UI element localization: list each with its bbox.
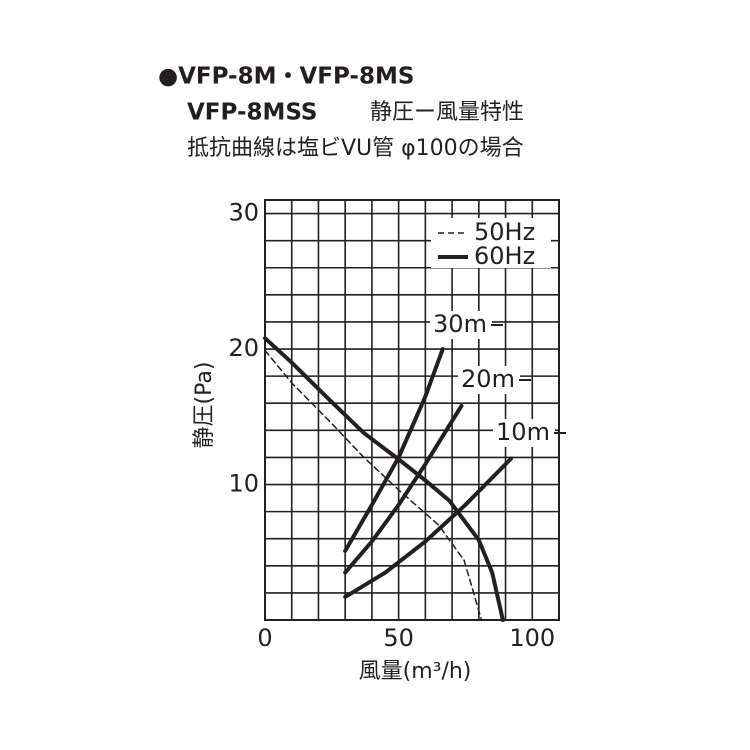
y-tick-label: 30 [228,199,259,227]
resistance-curve [343,347,445,553]
label-bg [493,419,555,447]
curve-label: 30m [433,310,487,338]
chart-subtitle: 静圧ー風量特性 [370,100,524,125]
legend-label: 60Hz [474,242,535,270]
x-axis-label: 風量(m³/h) [359,659,472,684]
chart-note: 抵抗曲線は塩ビVU管 φ100の場合 [187,136,524,161]
label-bg [430,311,492,339]
fan-curve [264,349,483,621]
model-name: VFP-8MSS [187,100,318,126]
x-tick-label: 100 [509,624,555,652]
plot-frame [264,199,560,621]
curve-label: 10m [496,418,550,446]
legend-bg [431,218,551,268]
resistance-curve [343,403,464,575]
chart-title: ●VFP-8M・VFP-8MS [158,64,414,90]
label-bg [458,366,520,394]
fan-curve [263,336,505,622]
curve-label: 20m [461,365,515,393]
y-axis-label: 静圧(Pa) [192,362,217,449]
resistance-curve [343,456,513,599]
x-tick-label: 50 [383,624,414,652]
x-tick-label: 0 [257,624,272,652]
y-tick-label: 20 [228,334,259,362]
legend-label: 50Hz [474,218,535,246]
y-tick-label: 10 [228,470,259,498]
